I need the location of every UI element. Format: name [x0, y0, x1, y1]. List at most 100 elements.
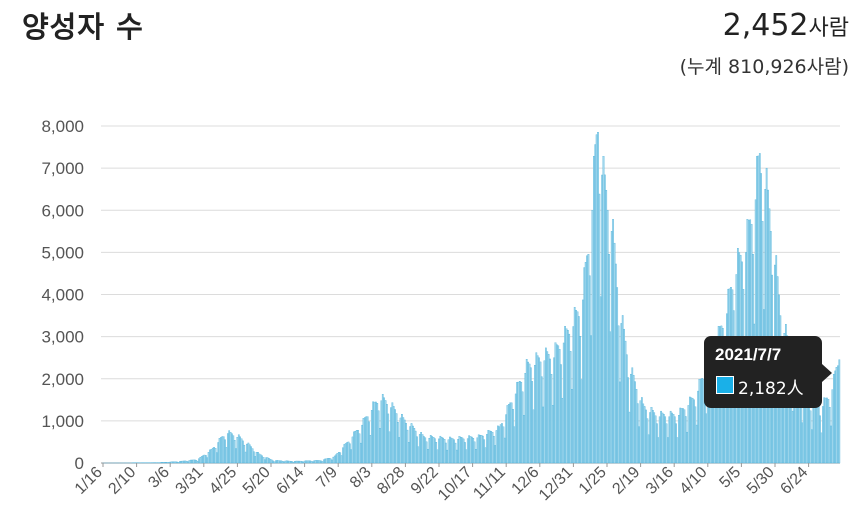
- bar[interactable]: [235, 448, 237, 464]
- bar[interactable]: [580, 379, 583, 464]
- bar[interactable]: [482, 435, 484, 464]
- bar[interactable]: [549, 358, 551, 464]
- bar[interactable]: [173, 461, 176, 464]
- bar[interactable]: [372, 401, 374, 464]
- bar[interactable]: [543, 360, 546, 464]
- bar[interactable]: [690, 397, 693, 464]
- bar[interactable]: [662, 414, 665, 464]
- bar[interactable]: [587, 254, 590, 464]
- bar[interactable]: [412, 425, 414, 464]
- bar[interactable]: [652, 410, 654, 464]
- bar[interactable]: [492, 436, 495, 464]
- bar[interactable]: [517, 381, 520, 464]
- bar[interactable]: [525, 359, 528, 464]
- bar[interactable]: [407, 442, 410, 464]
- bar[interactable]: [689, 396, 691, 464]
- bar[interactable]: [582, 299, 584, 464]
- bar[interactable]: [628, 411, 631, 464]
- bar[interactable]: [254, 456, 257, 464]
- bar[interactable]: [510, 402, 513, 464]
- bar[interactable]: [417, 446, 420, 464]
- bar[interactable]: [409, 426, 412, 464]
- bar[interactable]: [376, 403, 379, 464]
- bar[interactable]: [562, 342, 565, 464]
- bar[interactable]: [647, 434, 650, 464]
- bar[interactable]: [332, 456, 335, 464]
- bar[interactable]: [808, 400, 810, 464]
- bar[interactable]: [268, 458, 270, 464]
- bar[interactable]: [217, 442, 220, 464]
- bar[interactable]: [250, 446, 252, 464]
- bar[interactable]: [214, 448, 217, 464]
- bar[interactable]: [683, 409, 686, 464]
- bar[interactable]: [536, 355, 539, 464]
- bar[interactable]: [362, 418, 365, 464]
- bar[interactable]: [410, 423, 413, 464]
- bar[interactable]: [524, 373, 527, 464]
- bar[interactable]: [460, 437, 462, 464]
- bar[interactable]: [465, 449, 468, 464]
- bar[interactable]: [539, 361, 542, 464]
- bar[interactable]: [645, 409, 647, 464]
- bar[interactable]: [551, 405, 554, 464]
- bar[interactable]: [310, 460, 313, 464]
- bar[interactable]: [291, 461, 294, 464]
- bar[interactable]: [242, 440, 244, 464]
- bar[interactable]: [274, 460, 277, 464]
- bar[interactable]: [471, 436, 473, 464]
- bar[interactable]: [811, 429, 813, 464]
- bar[interactable]: [161, 462, 163, 464]
- bar[interactable]: [661, 412, 664, 464]
- bar[interactable]: [187, 461, 189, 464]
- bar[interactable]: [556, 344, 558, 464]
- bar[interactable]: [638, 426, 640, 464]
- bar[interactable]: [243, 444, 246, 464]
- bar[interactable]: [392, 406, 395, 464]
- bar[interactable]: [317, 460, 320, 464]
- bar[interactable]: [287, 460, 289, 464]
- bar[interactable]: [654, 415, 657, 464]
- bar[interactable]: [464, 442, 466, 464]
- bar[interactable]: [357, 429, 359, 464]
- bar[interactable]: [527, 361, 529, 464]
- bar[interactable]: [679, 407, 682, 464]
- bar[interactable]: [619, 381, 621, 464]
- bar[interactable]: [320, 460, 322, 464]
- bar[interactable]: [233, 440, 236, 464]
- bar[interactable]: [658, 416, 661, 464]
- bar[interactable]: [508, 404, 510, 464]
- bar[interactable]: [307, 460, 310, 464]
- bar[interactable]: [303, 460, 306, 464]
- bar[interactable]: [391, 402, 394, 464]
- bar[interactable]: [359, 442, 362, 464]
- bar[interactable]: [325, 458, 328, 464]
- bar[interactable]: [423, 436, 425, 464]
- bar[interactable]: [602, 156, 605, 464]
- bar[interactable]: [516, 382, 518, 464]
- bar[interactable]: [432, 437, 435, 464]
- bar[interactable]: [827, 399, 830, 464]
- bar[interactable]: [191, 459, 194, 464]
- bar[interactable]: [387, 413, 390, 464]
- bar[interactable]: [331, 459, 333, 464]
- bar[interactable]: [490, 431, 492, 464]
- bar[interactable]: [523, 415, 525, 464]
- bar[interactable]: [168, 462, 170, 464]
- bar[interactable]: [431, 436, 433, 464]
- bar[interactable]: [163, 462, 166, 464]
- bar[interactable]: [558, 349, 561, 464]
- bar[interactable]: [438, 438, 440, 464]
- bar[interactable]: [206, 457, 209, 464]
- bar[interactable]: [401, 414, 403, 464]
- bar[interactable]: [439, 435, 442, 464]
- bar[interactable]: [680, 408, 683, 464]
- bar[interactable]: [169, 461, 172, 464]
- bar[interactable]: [669, 410, 672, 464]
- bar[interactable]: [283, 461, 285, 464]
- bar[interactable]: [314, 460, 317, 464]
- bar[interactable]: [495, 430, 498, 464]
- bar[interactable]: [590, 335, 592, 464]
- bar[interactable]: [170, 461, 173, 464]
- bar[interactable]: [557, 345, 560, 464]
- bar[interactable]: [627, 377, 630, 464]
